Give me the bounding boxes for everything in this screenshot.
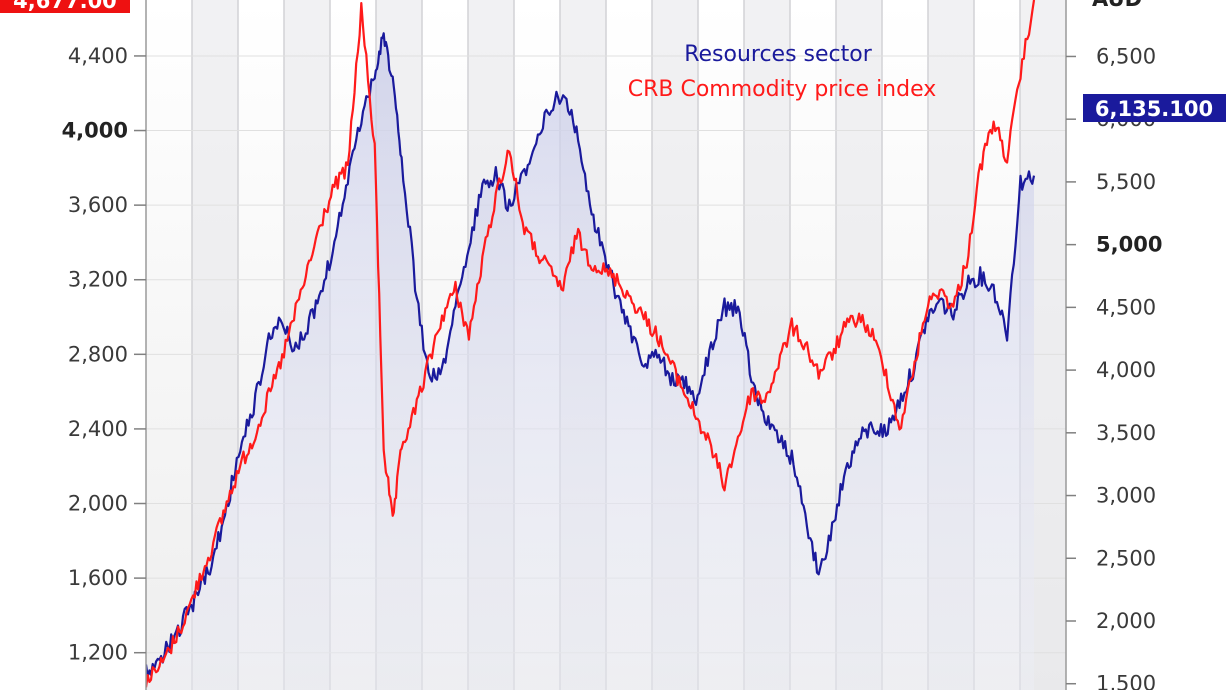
right-tick-label: 3,000 [1096,484,1156,508]
right-tick-label: 6,500 [1096,44,1156,68]
left-tick-label: 4,400 [68,44,128,68]
left-tick-label: 3,200 [68,268,128,292]
right-last-value-badge [1083,94,1226,122]
left-tick-label: 3,600 [68,193,128,217]
right-tick-label: 1,500 [1096,672,1156,690]
right-tick-label: 4,000 [1096,358,1156,382]
left-axis: 1,200 1,600 2,000 2,400 2,800 3,200 3,600 4,000… [62,44,146,665]
left-tick-label: 2,000 [68,492,128,516]
legend-resources-sector: Resources sector [684,42,873,67]
resources-sector-area [146,33,1034,690]
left-tick-label: 2,800 [68,342,128,366]
right-tick-label: 2,500 [1096,546,1156,570]
plot-area [146,0,1036,690]
legend-crb-index: CRB Commodity price index [628,77,937,102]
left-last-value-text: 4,677.00 [13,0,117,13]
left-tick-label: 1,200 [68,641,128,665]
left-last-value-badge [0,0,130,13]
right-tick-label: 3,500 [1096,421,1156,445]
series-line-crb-index [146,0,1036,688]
right-tick-label: 2,000 [1096,609,1156,633]
right-last-value-text: 6,135.100 [1095,97,1213,121]
right-tick-label: 5,500 [1096,170,1156,194]
right-tick-label: 4,500 [1096,295,1156,319]
series-line-resources-sector [146,32,1036,678]
left-tick-label: 1,600 [68,566,128,590]
left-tick-label: 4,000 [62,119,128,143]
left-tick-label: 2,400 [68,417,128,441]
right-axis-unit-label: AUD [1092,0,1142,11]
right-tick-label: 5,000 [1096,233,1162,257]
